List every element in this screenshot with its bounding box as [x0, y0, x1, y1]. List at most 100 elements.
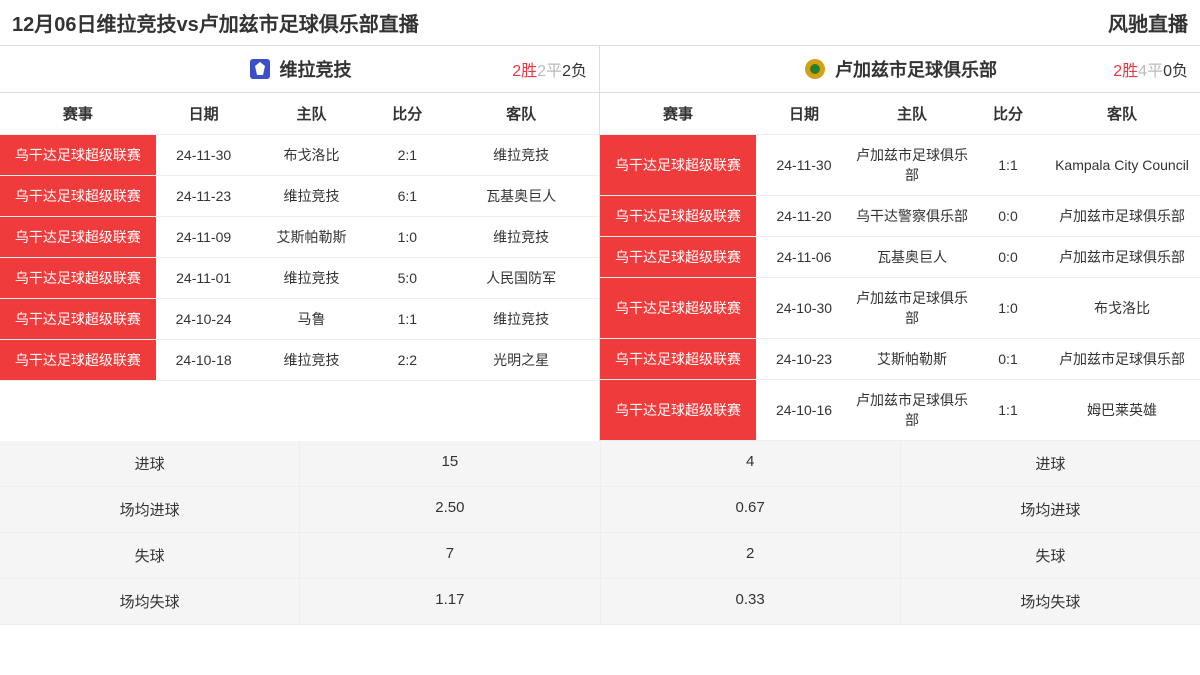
brand-name: 风驰直播 [1108, 8, 1188, 37]
cell-event: 乌干达足球超级联赛 [0, 135, 156, 176]
team-b-record: 2胜4平0负 [1113, 57, 1188, 81]
cell-home: 乌干达警察俱乐部 [852, 196, 972, 237]
stats-value-avgconceded-a: 1.17 [300, 579, 600, 624]
stats-label-avggoals-b: 场均进球 [901, 487, 1200, 532]
cell-event: 乌干达足球超级联赛 [600, 339, 756, 380]
cell-home: 维拉竞技 [252, 340, 372, 381]
cell-away: 维拉竞技 [443, 299, 599, 340]
cell-score: 5:0 [371, 258, 443, 299]
cell-event: 乌干达足球超级联赛 [600, 135, 756, 196]
cell-home: 维拉竞技 [252, 176, 372, 217]
table-row[interactable]: 乌干达足球超级联赛24-11-30布戈洛比2:1维拉竞技 [0, 135, 599, 176]
cell-event: 乌干达足球超级联赛 [0, 258, 156, 299]
cell-date: 24-10-23 [756, 339, 852, 380]
team-b-header: 卢加兹市足球俱乐部 2胜4平0负 [600, 46, 1200, 93]
cell-home: 马鲁 [252, 299, 372, 340]
cell-date: 24-11-20 [756, 196, 852, 237]
page-title: 12月06日维拉竞技vs卢加兹市足球俱乐部直播 [12, 8, 419, 37]
cell-away: 光明之星 [443, 340, 599, 381]
stats-label-avggoals-a: 场均进球 [0, 487, 300, 532]
col-home: 主队 [252, 93, 372, 135]
cell-away: 维拉竞技 [443, 217, 599, 258]
cell-date: 24-10-30 [756, 278, 852, 339]
cell-score: 0:1 [972, 339, 1044, 380]
cell-event: 乌干达足球超级联赛 [0, 340, 156, 381]
table-header-row: 赛事 日期 主队 比分 客队 [0, 93, 599, 135]
cell-event: 乌干达足球超级联赛 [0, 217, 156, 258]
stats-value-conceded-a: 7 [300, 533, 600, 578]
cell-event: 乌干达足球超级联赛 [0, 299, 156, 340]
col-event: 赛事 [0, 93, 156, 135]
cell-home: 卢加兹市足球俱乐部 [852, 380, 972, 441]
cell-away: 人民国防军 [443, 258, 599, 299]
stats-row-avg-conceded: 场均失球 1.17 0.33 场均失球 [0, 579, 1200, 625]
cell-date: 24-11-30 [756, 135, 852, 196]
table-row[interactable]: 乌干达足球超级联赛24-11-09艾斯帕勒斯1:0维拉竞技 [0, 217, 599, 258]
cell-score: 0:0 [972, 237, 1044, 278]
cell-home: 维拉竞技 [252, 258, 372, 299]
cell-date: 24-11-06 [756, 237, 852, 278]
table-row[interactable]: 乌干达足球超级联赛24-11-06瓦基奥巨人0:0卢加兹市足球俱乐部 [600, 237, 1200, 278]
stats-section: 进球 15 4 进球 场均进球 2.50 0.67 场均进球 失球 7 2 失球… [0, 441, 1200, 625]
team-a-record: 2胜2平2负 [512, 57, 587, 81]
team-b-panel: 卢加兹市足球俱乐部 2胜4平0负 赛事 日期 主队 比分 客队 乌干达足球超级联… [600, 46, 1200, 441]
cell-date: 24-11-30 [156, 135, 252, 176]
cell-home: 瓦基奥巨人 [852, 237, 972, 278]
team-a-name: 维拉竞技 [280, 56, 352, 82]
cell-away: 布戈洛比 [1044, 278, 1200, 339]
stats-label-goals-a: 进球 [0, 441, 300, 486]
main-container: 维拉竞技 2胜2平2负 赛事 日期 主队 比分 客队 乌干达足球超级联赛24-1… [0, 46, 1200, 441]
cell-home: 卢加兹市足球俱乐部 [852, 135, 972, 196]
cell-score: 2:1 [371, 135, 443, 176]
col-date: 日期 [156, 93, 252, 135]
col-date: 日期 [756, 93, 852, 135]
team-b-table: 赛事 日期 主队 比分 客队 乌干达足球超级联赛24-11-30卢加兹市足球俱乐… [600, 93, 1200, 441]
stats-label-conceded-a: 失球 [0, 533, 300, 578]
table-row[interactable]: 乌干达足球超级联赛24-10-30卢加兹市足球俱乐部1:0布戈洛比 [600, 278, 1200, 339]
col-away: 客队 [443, 93, 599, 135]
team-b-name: 卢加兹市足球俱乐部 [835, 56, 997, 82]
stats-row-conceded: 失球 7 2 失球 [0, 533, 1200, 579]
col-home: 主队 [852, 93, 972, 135]
team-a-header: 维拉竞技 2胜2平2负 [0, 46, 599, 93]
col-score: 比分 [972, 93, 1044, 135]
stats-label-avgconceded-a: 场均失球 [0, 579, 300, 624]
cell-date: 24-10-18 [156, 340, 252, 381]
stats-label-conceded-b: 失球 [901, 533, 1200, 578]
stats-label-goals-b: 进球 [901, 441, 1200, 486]
stats-value-goals-a: 15 [300, 441, 600, 486]
cell-event: 乌干达足球超级联赛 [600, 237, 756, 278]
stats-value-avggoals-b: 0.67 [601, 487, 901, 532]
table-row[interactable]: 乌干达足球超级联赛24-10-16卢加兹市足球俱乐部1:1姆巴莱英雄 [600, 380, 1200, 441]
stats-label-avgconceded-b: 场均失球 [901, 579, 1200, 624]
cell-score: 6:1 [371, 176, 443, 217]
cell-score: 1:1 [371, 299, 443, 340]
table-row[interactable]: 乌干达足球超级联赛24-11-20乌干达警察俱乐部0:0卢加兹市足球俱乐部 [600, 196, 1200, 237]
team-a-table: 赛事 日期 主队 比分 客队 乌干达足球超级联赛24-11-30布戈洛比2:1维… [0, 93, 599, 381]
cell-event: 乌干达足球超级联赛 [600, 278, 756, 339]
stats-value-avggoals-a: 2.50 [300, 487, 600, 532]
cell-event: 乌干达足球超级联赛 [600, 380, 756, 441]
table-row[interactable]: 乌干达足球超级联赛24-11-30卢加兹市足球俱乐部1:1Kampala Cit… [600, 135, 1200, 196]
col-score: 比分 [371, 93, 443, 135]
table-row[interactable]: 乌干达足球超级联赛24-10-23艾斯帕勒斯0:1卢加兹市足球俱乐部 [600, 339, 1200, 380]
cell-away: 姆巴莱英雄 [1044, 380, 1200, 441]
cell-score: 1:0 [972, 278, 1044, 339]
stats-row-goals: 进球 15 4 进球 [0, 441, 1200, 487]
cell-score: 1:1 [972, 135, 1044, 196]
table-row[interactable]: 乌干达足球超级联赛24-10-24马鲁1:1维拉竞技 [0, 299, 599, 340]
table-row[interactable]: 乌干达足球超级联赛24-11-01维拉竞技5:0人民国防军 [0, 258, 599, 299]
cell-event: 乌干达足球超级联赛 [0, 176, 156, 217]
page-header: 12月06日维拉竞技vs卢加兹市足球俱乐部直播 风驰直播 [0, 0, 1200, 46]
stats-value-avgconceded-b: 0.33 [601, 579, 901, 624]
team-a-logo-icon [248, 57, 272, 81]
table-row[interactable]: 乌干达足球超级联赛24-10-18维拉竞技2:2光明之星 [0, 340, 599, 381]
team-b-logo-icon [803, 57, 827, 81]
cell-away: 维拉竞技 [443, 135, 599, 176]
table-row[interactable]: 乌干达足球超级联赛24-11-23维拉竞技6:1瓦基奥巨人 [0, 176, 599, 217]
cell-away: 卢加兹市足球俱乐部 [1044, 196, 1200, 237]
cell-score: 1:1 [972, 380, 1044, 441]
cell-event: 乌干达足球超级联赛 [600, 196, 756, 237]
cell-away: Kampala City Council [1044, 135, 1200, 196]
team-a-panel: 维拉竞技 2胜2平2负 赛事 日期 主队 比分 客队 乌干达足球超级联赛24-1… [0, 46, 600, 441]
